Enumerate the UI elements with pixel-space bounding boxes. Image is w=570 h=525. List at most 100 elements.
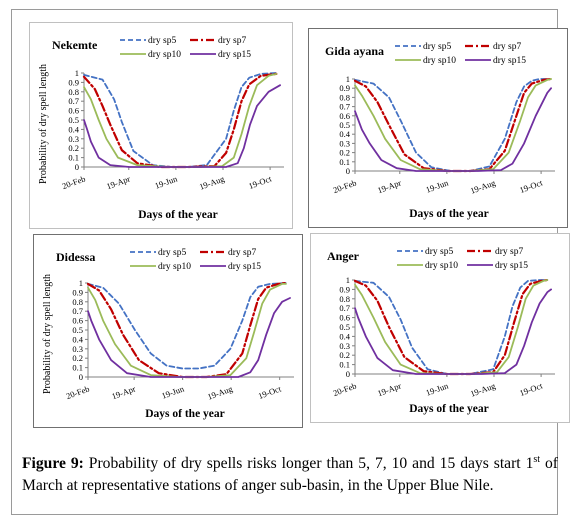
y-tick-label: 1 <box>346 275 350 285</box>
series-line-dry-sp15 <box>83 84 282 168</box>
y-tick-label: 0.4 <box>72 334 83 344</box>
legend-label-dry-sp15: dry sp15 <box>228 262 261 272</box>
legend-label-dry-sp15: dry sp15 <box>218 50 251 60</box>
chart-title: Gida ayana <box>325 44 384 58</box>
series-line-dry-sp15 <box>354 288 553 375</box>
chart-panel-didessa: Didessa dry sp5 dry sp7 dry sp10 dry sp15 0 0.… <box>33 234 303 428</box>
x-tick-label: 20-Feb <box>61 173 87 191</box>
x-tick-label: 19-Jun <box>424 177 450 195</box>
y-tick-label: 0.5 <box>68 115 79 125</box>
y-tick-label: 0.4 <box>339 331 350 341</box>
y-tick-label: 0.6 <box>68 106 79 116</box>
caption-text-b: of March at representative stations of a… <box>22 455 559 495</box>
y-tick-label: 0.4 <box>339 129 350 139</box>
x-axis-label: Days of the year <box>409 208 489 220</box>
x-tick-label: 19-Aug <box>469 177 498 196</box>
x-tick-label: 19-Apr <box>110 383 137 401</box>
legend-label-dry-sp10: dry sp10 <box>148 50 181 60</box>
legend-label-dry-sp10: dry sp10 <box>158 262 191 272</box>
x-tick-label: 19-Apr <box>376 380 403 398</box>
y-tick-label: 1 <box>79 278 83 288</box>
y-tick-label: 0.1 <box>339 157 350 167</box>
y-tick-label: 0.5 <box>72 325 83 335</box>
legend-label-dry-sp15: dry sp15 <box>493 56 526 66</box>
chart-panel-anger: Anger dry sp5 dry sp7 dry sp10 dry sp15 0 0.1 0… <box>310 233 570 423</box>
y-tick-label: 0.5 <box>339 120 350 130</box>
y-tick-label: 0.8 <box>68 87 79 97</box>
y-tick-label: 0.8 <box>72 297 83 307</box>
y-tick-label: 0.3 <box>68 134 79 144</box>
y-tick-label: 0.3 <box>339 138 350 148</box>
x-axis-label: Days of the year <box>138 209 218 221</box>
series-line-dry-sp5 <box>87 282 287 370</box>
legend-label-dry-sp7: dry sp7 <box>228 248 256 258</box>
caption-label: Figure 9: <box>22 455 84 473</box>
y-tick-label: 0.9 <box>72 287 83 297</box>
y-tick-label: 0.6 <box>339 111 350 121</box>
y-tick-label: 0.7 <box>72 306 83 316</box>
y-tick-label: 0.9 <box>339 83 350 93</box>
series-line-dry-sp7 <box>82 72 278 169</box>
x-tick-label: 19-Oct <box>247 173 273 191</box>
y-axis-label: Probability of dry spell length <box>38 64 49 184</box>
chart-title: Didessa <box>56 250 95 264</box>
x-tick-label: 20-Feb <box>332 380 358 398</box>
y-tick-label: 0.3 <box>339 341 350 351</box>
y-tick-label: 0.9 <box>68 77 79 87</box>
y-tick-label: 0 <box>346 369 350 379</box>
x-tick-label: 20-Feb <box>332 177 358 195</box>
x-tick-label: 20-Feb <box>65 383 91 401</box>
x-tick-label: 19-Jun <box>160 383 186 401</box>
x-tick-label: 19-Aug <box>206 383 235 402</box>
y-tick-label: 0.7 <box>339 102 350 112</box>
y-tick-label: 0.1 <box>339 360 350 370</box>
y-tick-label: 0 <box>79 372 83 382</box>
legend-label-dry-sp15: dry sp15 <box>495 261 528 271</box>
x-tick-label: 19-Oct <box>257 383 283 401</box>
legend-label-dry-sp5: dry sp5 <box>158 248 186 258</box>
y-tick-label: 1 <box>346 74 350 84</box>
figure-caption: Figure 9: Probability of dry spells risk… <box>22 449 558 497</box>
chart-title: Anger <box>327 249 360 263</box>
y-tick-label: 0 <box>75 162 79 172</box>
x-tick-label: 19-Apr <box>105 173 132 191</box>
y-tick-label: 0.2 <box>68 143 79 153</box>
y-tick-label: 0.2 <box>339 148 350 158</box>
y-tick-label: 1 <box>75 68 79 78</box>
legend-label-dry-sp10: dry sp10 <box>423 56 456 66</box>
y-tick-label: 0.9 <box>339 284 350 294</box>
y-tick-label: 0.8 <box>339 92 350 102</box>
chart-title: Nekemte <box>52 38 98 52</box>
x-tick-label: 19-Apr <box>376 177 403 195</box>
legend-label-dry-sp10: dry sp10 <box>425 261 458 271</box>
series-line-dry-sp15 <box>87 297 291 378</box>
y-tick-label: 0.1 <box>72 363 83 373</box>
y-tick-label: 0.1 <box>68 153 79 163</box>
caption-text-a: Probability of dry spells risks longer t… <box>83 455 534 473</box>
y-tick-label: 0.3 <box>72 344 83 354</box>
x-tick-label: 19-Jun <box>424 380 450 398</box>
x-tick-label: 19-Aug <box>198 173 227 192</box>
legend-label-dry-sp5: dry sp5 <box>425 247 453 257</box>
x-axis-label: Days of the year <box>409 403 489 415</box>
x-tick-label: 19-Jun <box>153 173 179 191</box>
chart-panel-nekemte: Nekemte dry sp5 dry sp7 dry sp10 dry sp15 0 0.… <box>29 22 293 229</box>
y-tick-label: 0.4 <box>68 124 79 134</box>
x-tick-label: 19-Oct <box>518 380 544 398</box>
y-tick-label: 0.6 <box>72 316 83 326</box>
y-tick-label: 0.6 <box>339 313 350 323</box>
legend-label-dry-sp7: dry sp7 <box>218 36 246 46</box>
y-tick-label: 0.8 <box>339 294 350 304</box>
x-tick-label: 19-Oct <box>518 177 544 195</box>
y-tick-label: 0 <box>346 166 350 176</box>
y-axis-label: Probability of dry spell length <box>42 274 53 394</box>
x-tick-label: 19-Aug <box>469 380 498 399</box>
y-tick-label: 0.7 <box>68 96 79 106</box>
chart-panel-gida-ayana: Gida ayana dry sp5 dry sp7 dry sp10 dry sp15… <box>308 28 568 228</box>
figure: Nekemte dry sp5 dry sp7 dry sp10 dry sp15 0 0.… <box>11 9 570 515</box>
y-tick-label: 0.5 <box>339 322 350 332</box>
y-tick-label: 0.2 <box>339 350 350 360</box>
